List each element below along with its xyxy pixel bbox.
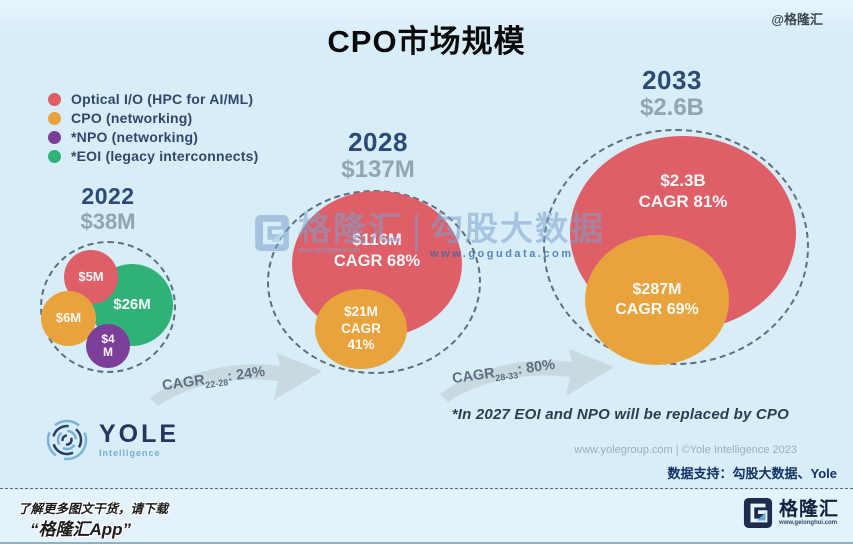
total-label: $137M — [341, 156, 415, 184]
footnote: *In 2027 EOI and NPO will be replaced by… — [451, 406, 789, 423]
dashed-separator — [0, 488, 853, 489]
gelonghui-wordmark: 格隆汇 www.gelonghui.com — [779, 500, 839, 526]
bubble-label: $21M CAGR 41% — [330, 304, 392, 355]
footer-bar: 了解更多图文干货，请下载 “格隆汇App” 格隆汇 www.gelonghui.… — [0, 490, 853, 542]
yole-spiral-icon — [46, 419, 88, 461]
bubble-label: $287M CAGR 69% — [615, 280, 699, 320]
bubble-2022-npo: $4M — [86, 324, 130, 368]
bubble-label: $2.3B CAGR 81% — [639, 170, 728, 213]
bubble-cagr: CAGR 69% — [615, 301, 699, 318]
legend-dot-green-icon — [48, 149, 61, 163]
top-right-watermark: @格隆汇 — [771, 12, 823, 27]
bubble-value: $5M — [78, 268, 104, 284]
data-support-line: 数据支持：勾股大数据、Yole — [667, 466, 838, 481]
page-title: CPO市场规模 — [327, 24, 526, 59]
bubble-label: $116M CAGR 68% — [334, 230, 420, 271]
gelonghui-g-icon — [743, 498, 773, 528]
bottom-border — [0, 542, 853, 544]
yole-subtitle: Intelligence — [99, 448, 161, 458]
yole-logo: YOLE Intelligence — [44, 417, 179, 463]
legend-item-cpo: CPO (networking) — [48, 110, 258, 126]
bubble-cagr: CAGR 41% — [341, 320, 381, 353]
group-header-2028: 2028 $137M — [318, 127, 438, 184]
legend-label: *EOI (legacy interconnects) — [71, 148, 259, 164]
gelonghui-url: www.gelonghui.com — [778, 520, 838, 526]
yole-wordmark: YOLE Intelligence — [99, 420, 180, 459]
bubble-value: $116M — [352, 231, 402, 250]
bubble-value: $4M — [101, 331, 115, 359]
gelonghui-logo: 格隆汇 www.gelonghui.com — [743, 497, 839, 529]
gelonghui-name: 格隆汇 — [778, 499, 839, 520]
footer-promo-line1: 了解更多图文干货，请下载 — [18, 502, 169, 516]
group-header-2022: 2022 $38M — [58, 183, 158, 234]
legend-dot-orange-icon — [48, 111, 61, 125]
dashed-circle-2033 — [543, 129, 809, 365]
bubble-value: $26M — [113, 295, 151, 313]
bubble-2033-cpo: $287M CAGR 69% — [585, 235, 729, 365]
legend-label: Optical I/O (HPC for AI/ML) — [71, 91, 254, 107]
legend-dot-purple-icon — [48, 130, 61, 144]
bubble-2022-optical: $5M — [64, 250, 118, 304]
bubble-cagr: CAGR 68% — [333, 252, 421, 270]
footer-promo-line2: “格隆汇App” — [30, 520, 132, 539]
dashed-circle-2022 — [40, 241, 176, 373]
bubble-2028-cpo: $21M CAGR 41% — [315, 289, 407, 369]
legend: Optical I/O (HPC for AI/ML) CPO (network… — [48, 91, 258, 167]
total-label: $38M — [80, 208, 136, 234]
legend-label: CPO (networking) — [71, 110, 193, 126]
legend-label: *NPO (networking) — [71, 129, 199, 145]
source-line: www.yolegroup.com | ©Yole Intelligence 2… — [574, 444, 797, 456]
legend-item-npo: *NPO (networking) — [48, 129, 258, 145]
legend-item-eoi: *EOI (legacy interconnects) — [48, 148, 258, 164]
bubble-value: $287M — [632, 281, 682, 298]
year-label: 2022 — [81, 183, 135, 209]
bubble-cagr: CAGR 81% — [638, 192, 728, 211]
bubble-value: $6M — [55, 310, 82, 326]
growth-arrow-28-33-icon — [440, 349, 614, 402]
group-header-2033: 2033 $2.6B — [612, 65, 732, 122]
total-label: $2.6B — [639, 94, 705, 122]
legend-item-optical: Optical I/O (HPC for AI/ML) — [48, 91, 258, 107]
legend-dot-red-icon — [48, 92, 61, 106]
year-label: 2033 — [642, 65, 702, 95]
growth-arrow-22-28-icon — [150, 353, 322, 406]
bubble-value: $21M — [344, 303, 378, 319]
yole-name: YOLE — [99, 420, 180, 448]
year-label: 2028 — [348, 127, 408, 157]
bubble-value: $2.3B — [660, 170, 706, 190]
